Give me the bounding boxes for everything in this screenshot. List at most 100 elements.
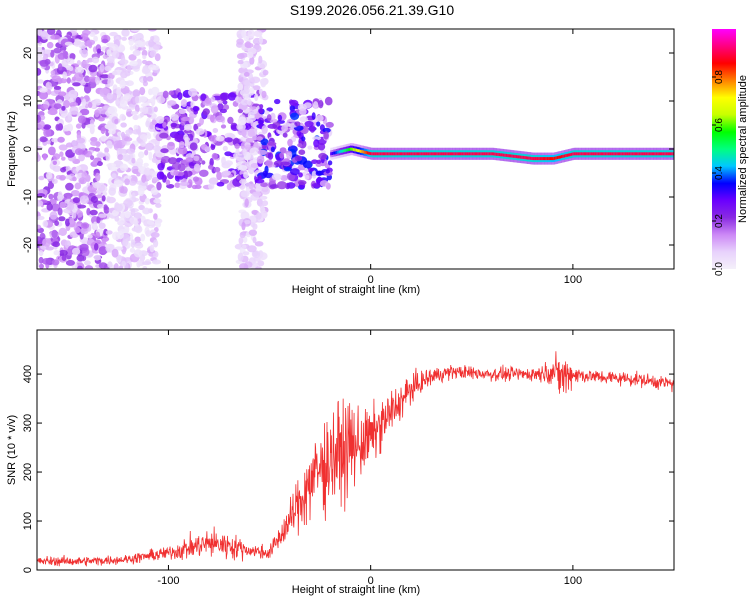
spectrogram-noise-blob <box>121 245 127 255</box>
spectrogram-noise-blob <box>119 79 126 89</box>
spectrogram-noise-blob <box>215 115 225 123</box>
spectrogram-noise-blob <box>256 212 262 220</box>
spectrogram-noise-blob <box>150 187 159 195</box>
spectrogram-line-core <box>597 152 601 156</box>
spectrogram-noise-blob <box>37 154 41 162</box>
spectrogram-noise-blob <box>244 198 249 208</box>
spectrogram-line-core <box>548 157 551 161</box>
spectrogram-line-core <box>580 152 584 156</box>
spectrogram-line-core <box>439 152 442 156</box>
spectrogram-noise-blob <box>72 82 81 87</box>
spectrogram-noise-blob <box>148 39 155 48</box>
spectrogram-noise-blob <box>237 108 244 114</box>
spectrogram-noise-blob <box>108 129 116 135</box>
spectrogram-noise-blob <box>84 260 91 266</box>
spectrogram-line-core <box>399 152 403 156</box>
spectrogram-line-core <box>487 152 490 156</box>
spectrogram-line-core <box>544 157 547 161</box>
spectrogram-noise-blob <box>237 124 243 130</box>
spectrogram-line-core <box>539 157 543 161</box>
spectrogram-noise-blob <box>168 157 178 165</box>
spectrogram-noise-blob <box>178 108 187 115</box>
spectrogram-line-core <box>386 152 390 156</box>
spectrogram-noise-blob <box>258 55 263 64</box>
spectrogram-noise-blob <box>325 169 330 174</box>
spectrogram-line-core <box>338 150 342 154</box>
spectrogram-line-core <box>470 152 473 156</box>
spectrogram-noise-blob <box>99 63 105 73</box>
spectrogram-line-core <box>420 152 424 156</box>
spectrogram-noise-blob <box>92 159 98 165</box>
spectrogram-noise-blob <box>74 182 82 190</box>
spectrogram-line-core <box>545 157 548 161</box>
spectrogram-noise-blob <box>258 108 264 114</box>
spectrogram-noise-blob <box>261 210 268 219</box>
spectrogram-noise-blob <box>280 161 290 166</box>
spectrogram-noise-blob <box>324 96 333 106</box>
spectrogram-noise-blob <box>57 196 63 202</box>
spectrogram-line-core <box>505 153 509 157</box>
spectrogram-line-core <box>517 155 520 159</box>
spectrogram-line-core <box>655 152 659 156</box>
spectrogram-noise-blob <box>227 116 234 124</box>
spectrogram-line-core <box>568 153 571 157</box>
spectrogram-line-core <box>626 152 629 156</box>
spectrogram-line-core <box>433 152 437 156</box>
spectrogram-noise-blob <box>90 196 98 203</box>
spectrogram-noise-blob <box>124 210 131 219</box>
spectrogram-noise-blob <box>57 207 63 216</box>
spectrogram-line-core <box>409 152 413 156</box>
spectrogram-noise-blob <box>279 147 287 154</box>
spectrogram-noise-blob <box>327 160 333 166</box>
spectrogram-noise-blob <box>90 140 99 146</box>
spectrogram-noise-blob <box>125 129 134 135</box>
spectrogram-noise-blob <box>317 142 326 151</box>
spectrogram-noise-blob <box>148 64 157 71</box>
colorbar-tick-label: 0.6 <box>714 118 725 132</box>
spectrogram-line-core <box>596 152 599 156</box>
spectrogram-noise-blob <box>220 92 230 101</box>
spectrogram-line-core <box>348 147 352 151</box>
spectrogram-noise-blob <box>322 127 331 133</box>
spectrogram-noise-blob <box>256 155 265 164</box>
spectrogram-noise-blob <box>95 76 100 85</box>
snr-x-tick-label: -100 <box>157 575 179 587</box>
spectrogram-line-core <box>393 152 397 156</box>
spectrogram-noise-blob <box>155 203 162 208</box>
spectrogram-line-core <box>651 152 655 156</box>
spectrogram-line-core <box>375 152 379 156</box>
spectrogram-noise-blob <box>132 114 139 121</box>
spectrogram-noise-blob <box>304 174 310 180</box>
spectrogram-noise-blob <box>237 116 247 126</box>
spectrogram-noise-blob <box>104 123 115 130</box>
spectrogram-noise-blob <box>72 176 77 182</box>
spectrogram-line-core <box>661 152 665 156</box>
spectrogram-noise-blob <box>235 153 245 162</box>
spectrogram-noise-blob <box>123 93 132 102</box>
spectrogram-noise-blob <box>37 146 43 151</box>
spectrogram-noise-blob <box>84 265 94 269</box>
spectrogram-noise-blob <box>61 156 66 161</box>
spectrogram-noise-blob <box>238 237 244 245</box>
spectrogram-line-core <box>648 152 652 156</box>
spectrogram-noise-blob <box>130 239 136 249</box>
spectrogram-noise-blob <box>249 56 255 65</box>
spectrogram-line-core <box>593 152 597 156</box>
spectrogram-noise-blob <box>234 143 240 149</box>
spectrogram-line-core <box>532 157 536 161</box>
spectrogram-line-core <box>452 152 455 156</box>
spectrogram-noise-blob <box>62 71 67 80</box>
spectrogram-noise-blob <box>245 137 254 143</box>
spectrogram-noise-blob <box>269 118 278 123</box>
spectrogram-noise-blob <box>199 117 205 126</box>
spectrogram-noise-blob <box>237 252 244 262</box>
spectrogram-noise-blob <box>160 148 169 154</box>
spectrogram-line-core <box>408 152 411 156</box>
spectrogram-noise-blob <box>129 216 138 225</box>
spectrogram-noise-blob <box>248 87 255 96</box>
spectrogram-noise-blob <box>247 245 257 253</box>
spectrogram-noise-blob <box>146 220 155 225</box>
spectrogram-line-core <box>617 152 621 156</box>
spectrogram-line-core <box>630 152 633 156</box>
spectrogram-line-core <box>583 152 587 156</box>
